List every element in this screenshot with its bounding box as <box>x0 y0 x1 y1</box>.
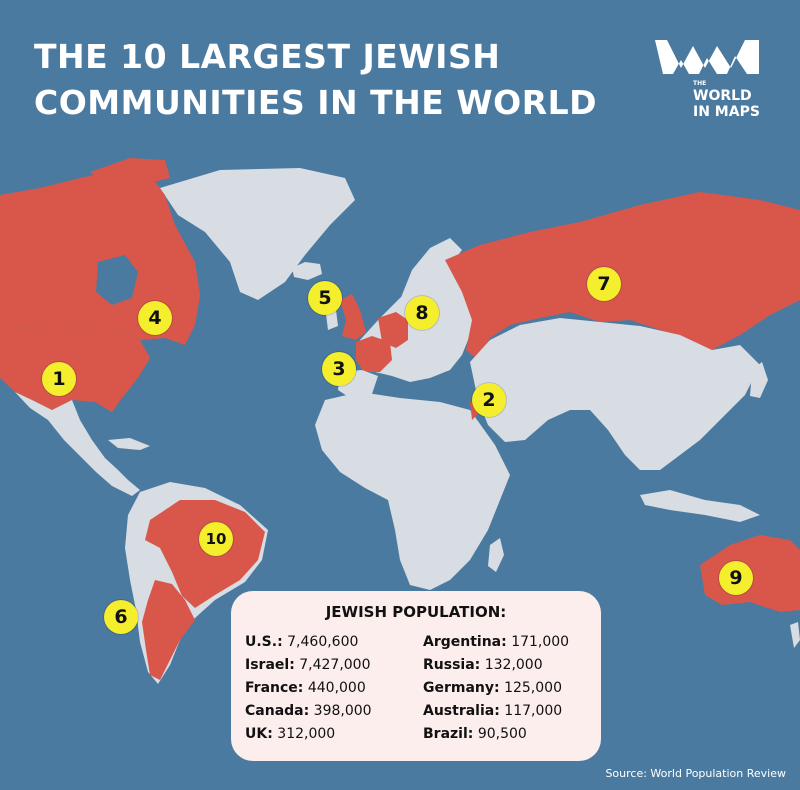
land-new-zealand <box>790 622 800 648</box>
legend-value: 90,500 <box>477 726 527 742</box>
marker-russia: 7 <box>587 267 621 301</box>
legend-column-right: Argentina: 171,000 Russia: 132,000 Germa… <box>423 631 569 746</box>
legend-item: Germany: 125,000 <box>423 677 569 700</box>
land-usa <box>0 328 150 412</box>
land-arctic-islands <box>90 158 170 185</box>
legend-item: Australia: 117,000 <box>423 700 569 723</box>
hudson-bay <box>96 255 138 305</box>
logo-wm-mark <box>655 40 759 74</box>
land-africa <box>315 392 510 590</box>
legend-item: Russia: 132,000 <box>423 654 569 677</box>
land-iceland <box>292 262 322 280</box>
legend-item: France: 440,000 <box>245 677 372 700</box>
population-legend: JEWISH POPULATION: U.S.: 7,460,600 Israe… <box>231 591 601 761</box>
legend-country: Australia: <box>423 703 500 719</box>
title-line-2: COMMUNITIES IN THE WORLD <box>34 83 598 122</box>
marker-brazil: 10 <box>199 522 233 556</box>
land-indonesia <box>640 490 760 522</box>
legend-value: 440,000 <box>307 680 366 696</box>
land-ireland <box>326 310 338 330</box>
land-greenland <box>160 168 355 300</box>
legend-heading: JEWISH POPULATION: <box>325 603 507 621</box>
legend-country: France: <box>245 680 304 696</box>
logo-line-2: IN MAPS <box>693 104 760 120</box>
land-mexico <box>15 392 140 496</box>
land-russia <box>445 192 800 360</box>
marker-canada: 4 <box>138 301 172 335</box>
logo-small: THE <box>693 80 707 87</box>
marker-france: 3 <box>322 352 356 386</box>
marker-germany: 8 <box>405 296 439 330</box>
legend-country: Argentina: <box>423 634 507 650</box>
marker-israel: 2 <box>472 383 506 417</box>
legend-value: 398,000 <box>313 703 372 719</box>
legend-column-left: U.S.: 7,460,600 Israel: 7,427,000 France… <box>245 631 372 746</box>
legend-item: Israel: 7,427,000 <box>245 654 372 677</box>
legend-item: U.S.: 7,460,600 <box>245 631 372 654</box>
land-uk <box>340 294 366 340</box>
page-title: THE 10 LARGEST JEWISH COMMUNITIES IN THE… <box>34 34 597 126</box>
legend-item: Canada: 398,000 <box>245 700 372 723</box>
land-scandinavia <box>400 238 462 306</box>
land-brazil <box>145 500 265 608</box>
legend-value: 132,000 <box>484 657 543 673</box>
land-cuba <box>108 438 150 450</box>
legend-value: 7,427,000 <box>299 657 371 673</box>
source-credit: Source: World Population Review <box>605 767 786 780</box>
land-madagascar <box>488 538 504 572</box>
legend-item: Argentina: 171,000 <box>423 631 569 654</box>
title-line-1: THE 10 LARGEST JEWISH <box>34 37 501 76</box>
logo-line-1: WORLD <box>693 88 752 104</box>
legend-value: 7,460,600 <box>287 634 359 650</box>
land-france <box>356 336 392 372</box>
world-in-maps-logo <box>655 40 759 74</box>
marker-us: 1 <box>42 362 76 396</box>
land-japan <box>750 362 768 398</box>
legend-value: 117,000 <box>504 703 563 719</box>
legend-country: Israel: <box>245 657 295 673</box>
legend-item: UK: 312,000 <box>245 723 372 746</box>
marker-argentina: 6 <box>104 600 138 634</box>
legend-country: U.S.: <box>245 634 283 650</box>
legend-country: Canada: <box>245 703 310 719</box>
legend-value: 171,000 <box>511 634 570 650</box>
legend-country: Germany: <box>423 680 500 696</box>
legend-item: Brazil: 90,500 <box>423 723 569 746</box>
marker-uk: 5 <box>308 281 342 315</box>
legend-value: 125,000 <box>504 680 562 696</box>
legend-country: Brazil: <box>423 726 474 742</box>
land-alaska <box>0 250 30 305</box>
legend-country: Russia: <box>423 657 481 673</box>
legend-country: UK: <box>245 726 273 742</box>
legend-value: 312,000 <box>277 726 336 742</box>
land-asia <box>470 318 760 470</box>
land-argentina <box>142 580 195 680</box>
marker-australia: 9 <box>719 561 753 595</box>
logo-text: THE WORLD IN MAPS <box>693 80 760 120</box>
land-germany <box>378 312 408 348</box>
